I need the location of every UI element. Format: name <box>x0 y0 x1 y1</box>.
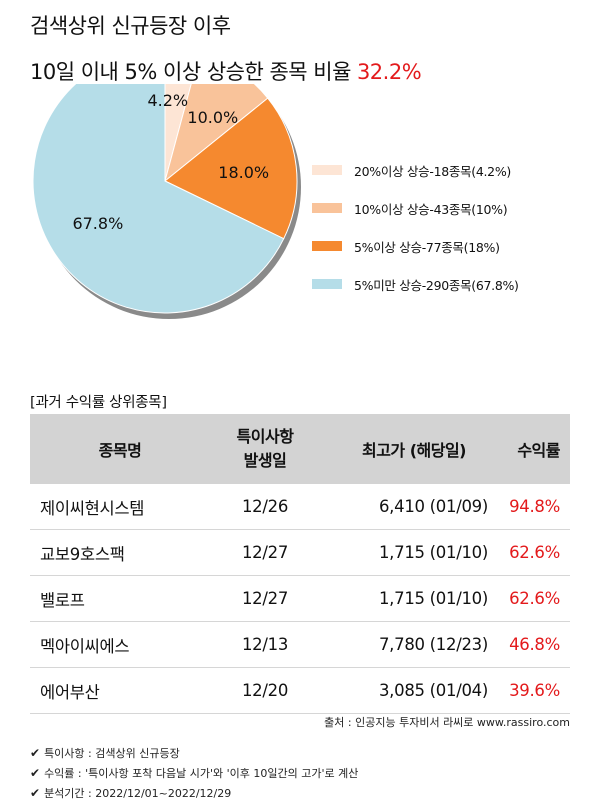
legend-swatch <box>312 241 342 251</box>
footnote: ✔ 특이사항 : 검색상위 신규등장 <box>30 743 358 763</box>
header-high: 최고가 (해당일) <box>361 441 467 460</box>
header-event-date: 특이사항 발생일 <box>210 425 320 473</box>
event-date: 12/27 <box>241 542 289 562</box>
high-price: 1,715 (01/10) <box>378 543 488 562</box>
pie-data-labels: 4.2%10.0% 18.0% 67.8% <box>72 91 269 233</box>
footnote-text: 특이사항 : 검색상위 신규등장 <box>44 747 180 760</box>
section-label: [과거 수익률 상위종목] <box>30 395 167 411</box>
table-header: 종목명 특이사항 발생일 최고가 (해당일) 수익률 <box>30 414 570 484</box>
table-row: 에어부산 12/20 3,085 (01/04) 39.6% <box>30 668 570 714</box>
legend-item: 20%이상 상승-18종목(4.2%) <box>312 158 519 182</box>
return-rate: 62.6% <box>509 589 560 608</box>
table-row: 멕아이씨에스 12/13 7,780 (12/23) 46.8% <box>30 622 570 668</box>
header-event-line1: 특이사항 <box>236 427 294 446</box>
legend-label: 20%이상 상승-18종목(4.2%) <box>354 163 511 179</box>
legend-swatch <box>312 203 342 213</box>
event-date: 12/27 <box>241 588 289 608</box>
event-date: 12/26 <box>241 496 289 516</box>
high-price: 6,410 (01/09) <box>378 497 488 516</box>
legend-label: 5%미만 상승-290종목(67.8%) <box>354 277 519 293</box>
return-rate: 46.8% <box>509 635 560 654</box>
chart-title-line1: 검색상위 신규등장 이후 <box>30 14 231 38</box>
top-stocks-table: 종목명 특이사항 발생일 최고가 (해당일) 수익률 제이씨현시스템 12/26… <box>30 414 570 714</box>
stock-name: 멕아이씨에스 <box>40 636 130 656</box>
pie-slice <box>32 84 285 314</box>
stock-name: 교보9호스팩 <box>40 544 125 564</box>
event-date: 12/20 <box>241 680 289 700</box>
pie-data-label: 4.2% <box>147 91 188 110</box>
legend-label: 10%이상 상승-43종목(10%) <box>354 201 508 217</box>
pie-data-label: 18.0% <box>218 163 269 182</box>
footnote-text: 수익률 : '특이사항 포착 다음날 시가'와 '이후 10일간의 고가'로 계… <box>44 767 359 780</box>
event-date: 12/13 <box>241 634 289 654</box>
stock-name: 에어부산 <box>40 682 100 702</box>
check-icon: ✔ <box>30 786 41 800</box>
return-rate: 62.6% <box>509 543 560 562</box>
header-event-line2: 발생일 <box>243 451 287 470</box>
chart-title-line2: 10일 이내 5% 이상 상승한 종목 비율 32.2% <box>30 56 422 86</box>
source-note: 출처 : 인공지능 투자비서 라씨로 www.rassiro.com <box>324 716 570 729</box>
check-icon: ✔ <box>30 746 41 760</box>
pie-slices <box>32 84 298 314</box>
pie-data-label: 10.0% <box>187 108 238 127</box>
chart-title-text: 10일 이내 5% 이상 상승한 종목 비율 <box>30 60 351 84</box>
legend-item: 5%미만 상승-290종목(67.8%) <box>312 272 519 296</box>
legend-item: 5%이상 상승-77종목(18%) <box>312 234 519 258</box>
footnotes: ✔ 특이사항 : 검색상위 신규등장 ✔ 수익률 : '특이사항 포착 다음날 … <box>30 743 358 803</box>
pie-slice <box>164 84 269 183</box>
header-return: 수익률 <box>517 441 560 460</box>
stock-name: 제이씨현시스템 <box>40 498 145 518</box>
high-price: 1,715 (01/10) <box>378 589 488 608</box>
table-row: 제이씨현시스템 12/26 6,410 (01/09) 94.8% <box>30 484 570 530</box>
return-rate: 39.6% <box>509 681 560 700</box>
pie-chart: 4.2%10.0% 18.0% 67.8% <box>32 84 301 319</box>
footnote: ✔ 분석기간 : 2022/12/01~2022/12/29 <box>30 783 358 803</box>
pie-data-label: 67.8% <box>72 214 123 233</box>
chart-legend: 20%이상 상승-18종목(4.2%) 10%이상 상승-43종목(10%) 5… <box>312 158 519 310</box>
footnote: ✔ 수익률 : '특이사항 포착 다음날 시가'와 '이후 10일간의 고가'로… <box>30 763 358 783</box>
legend-item: 10%이상 상승-43종목(10%) <box>312 196 519 220</box>
stock-name: 밸로프 <box>40 590 85 610</box>
header-name: 종목명 <box>98 441 142 460</box>
high-price: 3,085 (01/04) <box>378 681 488 700</box>
check-icon: ✔ <box>30 766 41 780</box>
table-row: 교보9호스팩 12/27 1,715 (01/10) 62.6% <box>30 530 570 576</box>
legend-swatch <box>312 279 342 289</box>
footnote-text: 분석기간 : 2022/12/01~2022/12/29 <box>44 787 232 800</box>
pie-slice <box>164 97 298 240</box>
return-rate: 94.8% <box>509 497 560 516</box>
high-price: 7,780 (12/23) <box>378 635 488 654</box>
legend-label: 5%이상 상승-77종목(18%) <box>354 239 500 255</box>
table-row: 밸로프 12/27 1,715 (01/10) 62.6% <box>30 576 570 622</box>
highlight-value: 32.2% <box>356 60 422 84</box>
legend-swatch <box>312 165 342 175</box>
